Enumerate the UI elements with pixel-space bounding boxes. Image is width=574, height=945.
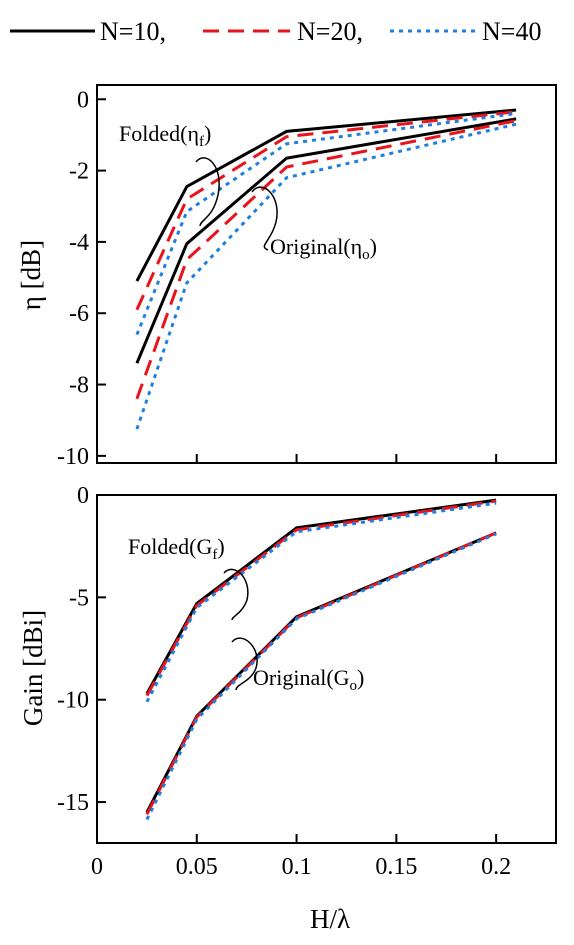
gain-series-folded-n20 — [145, 499, 497, 697]
annotation-original-eta-bracket — [251, 186, 278, 251]
annotation-original-gain-label: Original(Go) — [253, 665, 364, 694]
legend-label-n40: N=40 — [482, 17, 541, 46]
annotation-original-eta-label: Original(ηo) — [270, 234, 377, 263]
efficiency-y-tick-label: -6 — [69, 301, 89, 327]
efficiency-y-tick-label: -4 — [69, 230, 89, 256]
efficiency-y-tick-label: -10 — [57, 444, 89, 470]
efficiency-y-axis-label: η [dB] — [16, 240, 46, 310]
gain-x-tick-label: 0.15 — [375, 854, 417, 880]
gain-x-tick-label: 0.05 — [176, 854, 218, 880]
gain-y-tick-label: 0 — [77, 483, 89, 509]
efficiency-series-folded-n40 — [135, 112, 517, 336]
efficiency-series-folded-n10 — [135, 108, 517, 282]
gain-x-tick-label: 0.2 — [481, 854, 511, 880]
annotation-original-gain-bracket — [231, 637, 258, 691]
gain-x-tick-label: 0.1 — [282, 854, 312, 880]
annotation-folded-gain: Folded(Gf) — [128, 534, 249, 621]
gain-panel: 0-5-10-150 0.05 0.1 0.15 0.2 Gain [dBi] H/λ … — [18, 483, 557, 934]
efficiency-y-tick-label: -8 — [69, 373, 89, 399]
legend-label-n10: N=10, — [100, 17, 166, 46]
gain-y-axis-label: Gain [dBi] — [18, 610, 48, 726]
legend: N=10, N=20, N=40 — [10, 17, 541, 46]
efficiency-series-original-n40 — [135, 122, 517, 430]
gain-y-tick-label: -5 — [69, 585, 89, 611]
efficiency-series-original-n20 — [135, 119, 517, 400]
gain-x-tick-label: 0 — [91, 854, 103, 880]
annotation-original-eta: Original(ηo) — [251, 186, 377, 263]
gain-series-original-n40 — [145, 532, 497, 821]
efficiency-y-tick-label: 0 — [77, 87, 89, 113]
annotation-folded-gain-label: Folded(Gf) — [128, 534, 225, 563]
annotation-folded-eta-label: Folded(ηf) — [119, 121, 211, 150]
gain-y-tick-label: -10 — [57, 688, 89, 714]
efficiency-series-folded-n20 — [135, 110, 517, 311]
annotation-folded-eta-bracket — [195, 157, 220, 227]
efficiency-y-tick-label: -2 — [69, 159, 89, 185]
gain-y-tick-label: -15 — [57, 790, 89, 816]
efficiency-series-original-n10 — [135, 117, 517, 364]
x-axis-label: H/λ — [310, 904, 350, 934]
annotation-original-gain: Original(Go) — [231, 637, 364, 694]
annotation-folded-eta: Folded(ηf) — [119, 121, 220, 227]
annotation-folded-gain-bracket — [223, 568, 249, 621]
legend-label-n20: N=20, — [297, 17, 363, 46]
efficiency-plot-frame — [96, 84, 557, 464]
gain-plot-frame — [96, 494, 557, 844]
efficiency-panel: 0 -2 -4 -6 -8 -10 η [dB] Folded(ηf) Original(… — [16, 84, 557, 470]
